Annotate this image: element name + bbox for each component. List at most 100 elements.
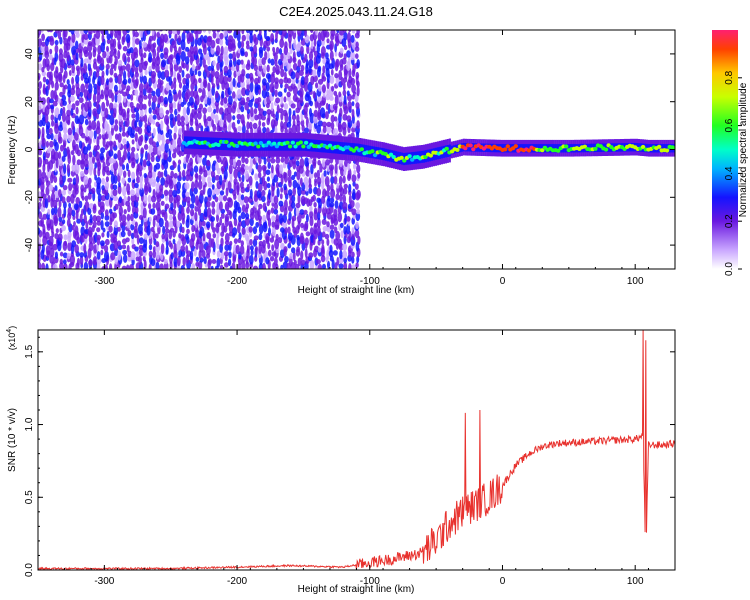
heatmap-cell [58, 189, 62, 198]
heatmap-cell [134, 132, 138, 142]
heatmap-cell [222, 195, 228, 202]
heatmap-cell [332, 250, 338, 256]
heatmap-cell [57, 98, 61, 104]
heatmap-cell [93, 167, 97, 177]
heatmap-cell [125, 264, 130, 269]
heatmap-cell [38, 127, 41, 137]
heatmap-cell [42, 76, 47, 83]
heatmap-cell [258, 141, 264, 145]
heatmap-cell [54, 185, 58, 192]
heatmap-cell [104, 120, 109, 131]
heatmap-cell [283, 96, 287, 103]
heatmap-cell [290, 83, 296, 90]
heatmap-cell [293, 30, 297, 34]
heatmap-cell [305, 91, 311, 98]
heatmap-cell [227, 30, 233, 34]
heatmap-cell [78, 140, 83, 149]
heatmap-cell [152, 145, 158, 155]
heatmap-cell [198, 174, 202, 181]
heatmap-cell [304, 53, 308, 62]
heatmap-cell [59, 174, 64, 185]
heatmap-cell [354, 46, 360, 52]
heatmap-cell [209, 137, 213, 150]
heatmap-cell [355, 53, 359, 59]
heatmap-cell [225, 186, 229, 197]
heatmap-cell [410, 157, 415, 162]
heatmap-cell [323, 170, 327, 177]
heatmap-cell [113, 84, 118, 92]
heatmap-cell [71, 121, 75, 130]
heatmap-cell [83, 158, 89, 168]
heatmap-cell [254, 190, 258, 198]
heatmap-cell [291, 201, 296, 209]
heatmap-cell [252, 33, 257, 43]
heatmap-cell [245, 40, 250, 46]
heatmap-cell [100, 89, 104, 97]
heatmap-cell [280, 264, 284, 269]
heatmap-cell [274, 125, 278, 135]
heatmap-cell [114, 93, 118, 103]
heatmap-cell [244, 51, 248, 58]
heatmap-cell [74, 115, 80, 125]
heatmap-cell [104, 244, 109, 253]
heatmap-cell [327, 195, 331, 202]
heatmap-cell [147, 93, 152, 100]
heatmap-cell [71, 84, 75, 91]
heatmap-cell [182, 106, 187, 118]
heatmap-cell [142, 207, 147, 219]
heatmap-cell [121, 214, 127, 223]
svg-text:(x104): (x104) [6, 326, 17, 350]
heatmap-cell [127, 151, 131, 161]
heatmap-cell [122, 138, 127, 145]
heatmap-cell [283, 183, 287, 191]
heatmap-cell [227, 68, 232, 78]
heatmap-cell [83, 33, 89, 40]
heatmap-cell [186, 106, 190, 116]
heatmap-cell [164, 69, 170, 78]
heatmap-cell [232, 100, 237, 110]
heatmap-cell [45, 245, 51, 256]
heatmap-cell [468, 143, 473, 148]
heatmap-cell [79, 170, 85, 177]
heatmap-cell [123, 70, 127, 81]
heatmap-cell [208, 30, 211, 35]
heatmap-cell [202, 57, 206, 68]
heatmap-cell [215, 76, 220, 87]
heatmap-cell [181, 31, 186, 43]
heatmap-cell [335, 193, 340, 201]
heatmap-cell [237, 138, 240, 151]
heatmap-cell [324, 233, 330, 240]
heatmap-cell [130, 151, 135, 162]
heatmap-cell [228, 258, 232, 267]
heatmap-cell [330, 114, 335, 123]
heatmap-cell [338, 91, 342, 98]
heatmap-cell [350, 77, 356, 86]
heatmap-cell [87, 75, 91, 84]
heatmap-cell [146, 124, 152, 134]
heatmap-cells [38, 30, 675, 269]
heatmap-cell [325, 52, 329, 60]
heatmap-cell [152, 114, 157, 120]
heatmap-cell [244, 165, 249, 171]
heatmap-cell [59, 262, 64, 269]
heatmap-cell [47, 208, 51, 215]
heatmap-cell [152, 56, 157, 67]
heatmap-cell [220, 100, 224, 106]
heatmap-cell [53, 138, 57, 147]
heatmap-cell [325, 190, 330, 197]
heatmap-cell [316, 197, 321, 203]
heatmap-cell [332, 128, 339, 136]
heatmap-cell [223, 225, 228, 233]
heatmap-cell [172, 189, 178, 198]
heatmap-cell [150, 70, 157, 79]
heatmap-cell [243, 196, 249, 204]
heatmap-cell [316, 169, 320, 179]
heatmap-cell [287, 138, 290, 151]
heatmap-cell [351, 30, 356, 34]
heatmap-cell [258, 240, 264, 247]
heatmap-cell [95, 215, 102, 223]
heatmap-cell [66, 195, 71, 203]
heatmap-cell [210, 265, 214, 269]
heatmap-cell [40, 217, 44, 228]
heatmap-cell [308, 58, 314, 69]
